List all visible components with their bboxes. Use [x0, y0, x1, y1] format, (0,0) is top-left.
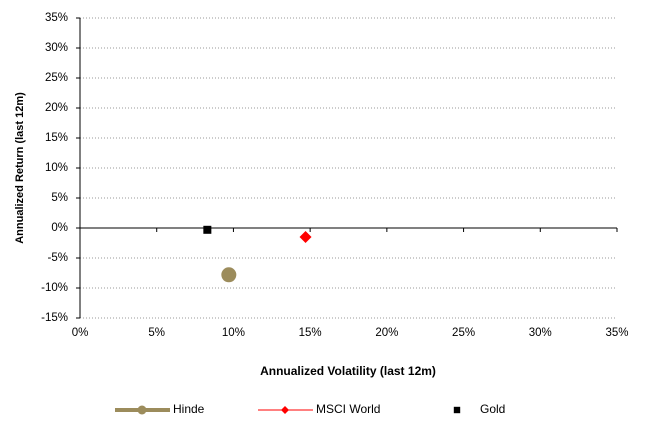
- legend-marker: [137, 405, 147, 415]
- y-tick-label: -15%: [41, 312, 68, 324]
- legend-label: Hinde: [173, 402, 205, 416]
- x-tick-label: 0%: [72, 327, 89, 339]
- y-tick-label: 30%: [45, 42, 68, 54]
- y-tick-label: 35%: [45, 12, 68, 24]
- point: [221, 267, 237, 283]
- y-tick-label: -10%: [41, 282, 68, 294]
- y-tick-label: 10%: [45, 162, 68, 174]
- legend-label: MSCI World: [316, 402, 380, 416]
- legend-marker: [281, 406, 289, 414]
- x-tick-label: 5%: [148, 327, 165, 339]
- point: [203, 225, 212, 234]
- x-tick-label: 10%: [222, 327, 245, 339]
- y-tick-label: 20%: [45, 102, 68, 114]
- y-tick-label: -5%: [48, 252, 68, 264]
- legend-label: Gold: [480, 402, 505, 416]
- y-tick-label: 15%: [45, 132, 68, 144]
- x-axis-label: Annualized Volatility (last 12m): [260, 364, 436, 378]
- y-axis-label: Annualized Return (last 12m): [14, 92, 26, 244]
- y-tick-label: 5%: [51, 192, 68, 204]
- x-tick-label: 25%: [452, 327, 475, 339]
- y-tick-label: 0%: [51, 222, 68, 234]
- x-tick-label: 20%: [375, 327, 398, 339]
- x-tick-label: 15%: [299, 327, 322, 339]
- x-tick-label: 30%: [529, 327, 552, 339]
- legend-marker: [453, 406, 461, 414]
- point: [299, 231, 312, 243]
- y-tick-label: 25%: [45, 72, 68, 84]
- x-tick-label: 35%: [605, 327, 628, 339]
